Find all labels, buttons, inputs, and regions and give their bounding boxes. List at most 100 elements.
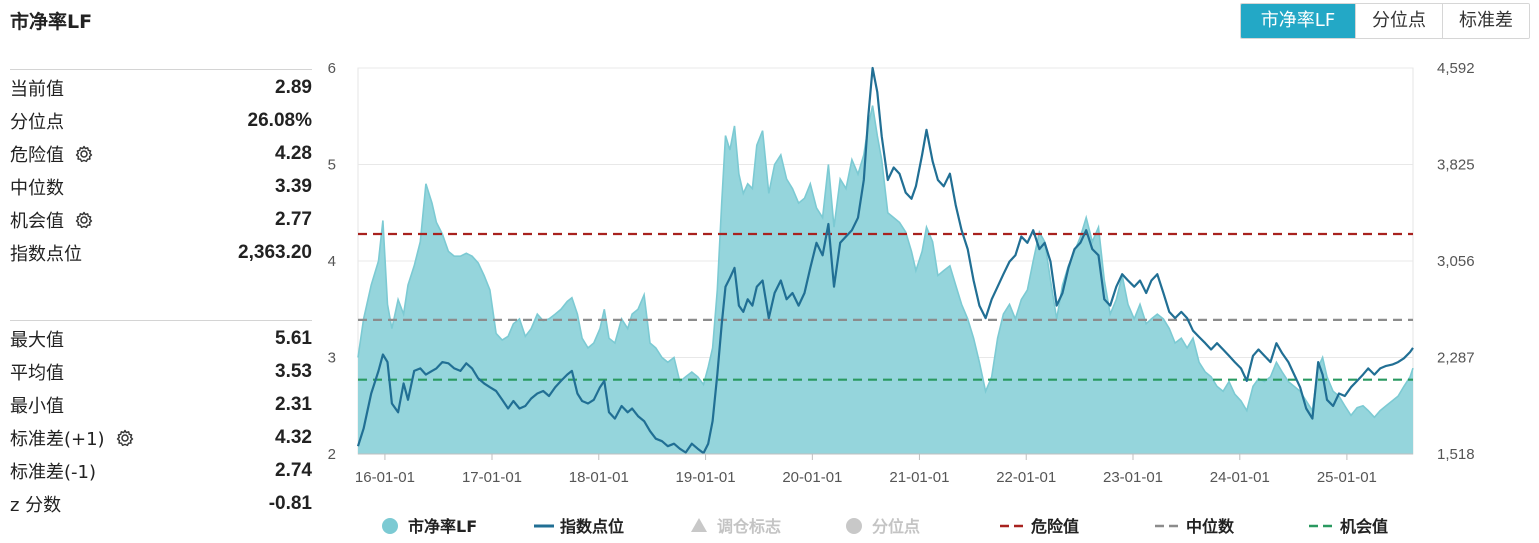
stat-value: 2.77 <box>275 208 312 230</box>
stat-row: 平均值 3.53 <box>10 355 312 388</box>
stat-label: z 分数 <box>10 494 62 516</box>
settings-gear-icon[interactable] <box>115 428 135 448</box>
stat-row: 危险值 4.28 <box>10 137 312 170</box>
stat-label: 标准差(+1) <box>10 428 105 450</box>
stat-label-wrap: 最小值 <box>10 392 64 418</box>
tab-pb-lf[interactable]: 市净率LF <box>1241 4 1355 38</box>
stat-label: 中位数 <box>10 177 64 199</box>
left-axis-tick-label: 6 <box>328 60 336 77</box>
stat-label: 标准差(-1) <box>10 461 96 483</box>
stat-label-wrap: 平均值 <box>10 359 64 385</box>
stat-label: 指数点位 <box>10 243 82 265</box>
stat-value: 3.53 <box>275 360 312 382</box>
stat-value: -0.81 <box>268 492 312 514</box>
right-axis-tick-label: 4,592 <box>1437 60 1475 77</box>
stat-row: 机会值 2.77 <box>10 203 312 236</box>
legend-label: 指数点位 <box>560 517 624 536</box>
stat-label: 最小值 <box>10 395 64 417</box>
stat-value: 4.28 <box>275 142 312 164</box>
legend-label: 机会值 <box>1340 517 1388 536</box>
stat-row: 指数点位 2,363.20 <box>10 236 312 269</box>
right-axis-tick-label: 1,518 <box>1437 446 1475 463</box>
tab-std-dev[interactable]: 标准差 <box>1442 4 1529 38</box>
x-axis-tick-label: 23-01-01 <box>1103 469 1163 486</box>
x-axis-tick-label: 17-01-01 <box>462 469 522 486</box>
stat-value: 2.74 <box>275 459 312 481</box>
index-line <box>356 66 1414 455</box>
left-axis-tick-label: 5 <box>328 157 336 174</box>
x-axis-tick-label: 25-01-01 <box>1317 469 1377 486</box>
legend-item[interactable]: 分位点 <box>846 517 920 536</box>
stat-row: 分位点 26.08% <box>10 104 312 137</box>
legend-circle-icon <box>846 518 862 534</box>
stat-label-wrap: 指数点位 <box>10 240 82 266</box>
stat-label-wrap: 分位点 <box>10 108 64 134</box>
stats-panel-top: 当前值 2.89 分位点 26.08% 危险值 4.28 中位数 3.39 机会值 2.77 指数点… <box>10 69 312 269</box>
x-axis-tick-label: 18-01-01 <box>569 469 629 486</box>
x-axis-tick-label: 16-01-01 <box>355 469 415 486</box>
stat-row: 中位数 3.39 <box>10 170 312 203</box>
x-axis-tick-label: 22-01-01 <box>996 469 1056 486</box>
stat-value: 2,363.20 <box>238 241 312 263</box>
chart-axes: 2 3 4 5 6 1,518 2,287 3,056 3,825 4,592 16-01-01 17… <box>328 60 1475 486</box>
tab-percentile[interactable]: 分位点 <box>1355 4 1442 38</box>
stat-label-wrap: 标准差(-1) <box>10 458 96 484</box>
chart-legend: 市净率LF 指数点位 调仓标志 分位点 危险值 中位数 机会值 <box>382 517 1388 536</box>
index-line-layer <box>356 66 1414 455</box>
stat-value: 2.89 <box>275 76 312 98</box>
settings-gear-icon[interactable] <box>74 210 94 230</box>
legend-triangle-icon <box>691 518 707 532</box>
left-axis-tick-label: 4 <box>328 253 336 270</box>
left-axis-tick-label: 3 <box>328 350 336 367</box>
legend-label: 调仓标志 <box>717 517 781 536</box>
legend-item[interactable]: 指数点位 <box>534 517 624 536</box>
legend-label: 市净率LF <box>408 517 477 536</box>
stat-row: 最小值 2.31 <box>10 388 312 421</box>
legend-item[interactable]: 危险值 <box>1000 517 1079 536</box>
stat-label-wrap: z 分数 <box>10 491 61 517</box>
legend-label: 中位数 <box>1186 517 1235 536</box>
x-axis-tick-label: 20-01-01 <box>782 469 842 486</box>
x-axis-tick-label: 24-01-01 <box>1210 469 1270 486</box>
stat-row: 当前值 2.89 <box>10 71 312 104</box>
stat-value: 2.31 <box>275 393 312 415</box>
right-axis-tick-label: 3,056 <box>1437 253 1475 270</box>
stat-value: 4.32 <box>275 426 312 448</box>
pb-area <box>358 105 1413 454</box>
pb-line <box>357 105 1414 419</box>
legend-label: 危险值 <box>1031 517 1079 536</box>
x-axis-tick-label: 21-01-01 <box>889 469 949 486</box>
legend-item[interactable]: 市净率LF <box>382 517 477 536</box>
stats-panel-bottom: 最大值 5.61 平均值 3.53 最小值 2.31 标准差(+1) 4.32 标准差(-1) 2… <box>10 320 312 520</box>
reference-lines <box>358 232 1413 381</box>
stat-label-wrap: 危险值 <box>10 141 94 167</box>
stat-label: 危险值 <box>10 144 64 166</box>
stat-label: 当前值 <box>10 78 64 100</box>
right-axis-tick-label: 3,825 <box>1437 157 1475 174</box>
page-title: 市净率LF <box>10 11 93 33</box>
stat-row: z 分数 -0.81 <box>10 487 312 520</box>
stat-row: 标准差(+1) 4.32 <box>10 421 312 454</box>
pb-area-layer <box>357 105 1414 454</box>
stat-label-wrap: 机会值 <box>10 207 94 233</box>
legend-circle-icon <box>382 518 398 534</box>
legend-item[interactable]: 中位数 <box>1155 517 1235 536</box>
stat-value: 5.61 <box>275 327 312 349</box>
stat-label-wrap: 标准差(+1) <box>10 425 135 451</box>
legend-item[interactable]: 调仓标志 <box>691 517 781 536</box>
stat-value: 26.08% <box>247 109 312 131</box>
stat-label: 机会值 <box>10 210 64 232</box>
stat-label: 分位点 <box>10 111 64 133</box>
stat-label-wrap: 最大值 <box>10 326 64 352</box>
stat-row: 最大值 5.61 <box>10 322 312 355</box>
stat-label-wrap: 当前值 <box>10 75 64 101</box>
stat-label: 最大值 <box>10 329 64 351</box>
stat-label-wrap: 中位数 <box>10 174 64 200</box>
left-axis-tick-label: 2 <box>328 446 336 463</box>
legend-item[interactable]: 机会值 <box>1309 517 1388 536</box>
settings-gear-icon[interactable] <box>74 144 94 164</box>
view-tabs: 市净率LF 分位点 标准差 <box>1240 3 1530 39</box>
stat-value: 3.39 <box>275 175 312 197</box>
stat-label: 平均值 <box>10 362 64 384</box>
